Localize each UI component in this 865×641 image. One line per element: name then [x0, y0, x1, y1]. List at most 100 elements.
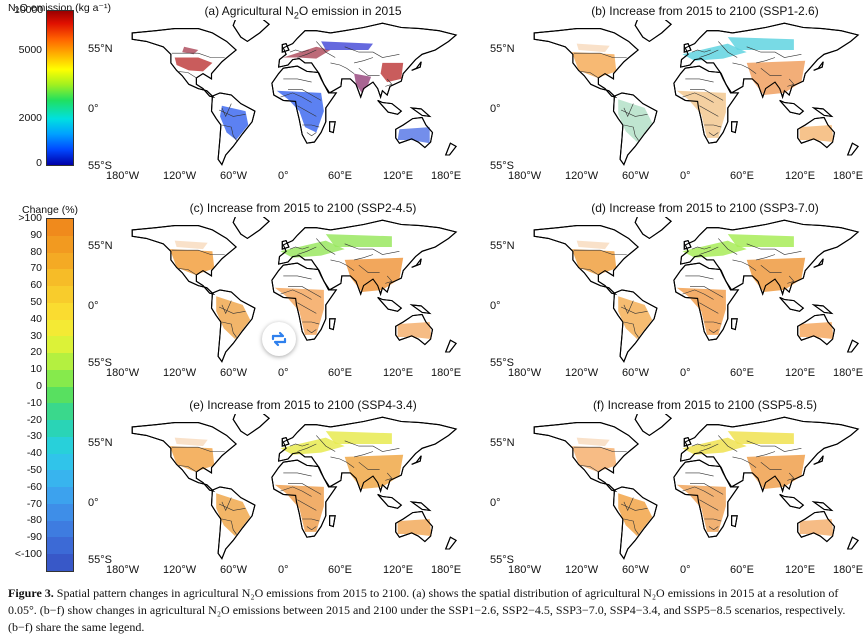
change-tick: 10 — [30, 363, 42, 376]
country-border — [297, 246, 317, 255]
change-colorbar — [46, 218, 74, 572]
change-tick: 60 — [30, 279, 42, 292]
coastline-nz — [444, 142, 457, 156]
data-region-india — [354, 73, 372, 93]
change-colorbar-segment — [47, 219, 73, 236]
country-border — [685, 275, 714, 280]
country-border — [623, 497, 634, 512]
country-border — [760, 461, 782, 471]
data-region-africa — [276, 90, 324, 133]
map-panel-b: (b) Increase from 2015 to 2100 (SSP1-2.6… — [490, 4, 863, 194]
panel-title-main: (d) Increase from 2015 to 2100 (SSP3-7.0… — [591, 201, 819, 215]
change-tick: -70 — [26, 497, 42, 510]
latitude-label: 0° — [490, 497, 501, 509]
country-border — [682, 486, 714, 497]
coastline-namerica — [131, 422, 237, 493]
country-border — [573, 52, 627, 58]
data-region-namerica — [169, 249, 215, 275]
coastline-indonesia — [779, 99, 805, 115]
longitude-label: 60°E — [328, 170, 352, 182]
longitude-label: 60°E — [328, 367, 352, 379]
longitude-label: 120°W — [163, 170, 197, 182]
longitude-label: 180°W — [106, 170, 140, 182]
coastline-indonesia — [377, 296, 403, 312]
country-border — [746, 440, 802, 452]
coastline-australia — [797, 313, 836, 346]
data-region-europe — [280, 437, 345, 455]
country-border — [682, 289, 714, 300]
country-border — [756, 57, 776, 64]
panel-title: (c) Increase from 2015 to 2100 (SSP2-4.5… — [88, 201, 488, 217]
country-border — [283, 275, 312, 280]
longitude-label: 120°W — [163, 367, 197, 379]
country-border — [288, 89, 322, 101]
country-border — [787, 275, 795, 284]
country-border — [704, 321, 722, 325]
map-panel-c: (c) Increase from 2015 to 2100 (SSP2-4.5… — [88, 201, 461, 391]
coastline-japan — [813, 455, 824, 465]
data-region-asia — [344, 257, 404, 292]
data-region-canada — [576, 43, 610, 53]
longitude-label: 180°E — [833, 564, 864, 576]
data-region-africa — [274, 287, 324, 335]
data-region-russia — [325, 431, 392, 444]
latitude-label: 55°N — [88, 240, 113, 252]
coastline-samerica — [612, 486, 658, 560]
change-colorbar-segment — [47, 470, 73, 487]
data-region-australia — [799, 519, 834, 537]
coastline-uk — [683, 436, 692, 447]
coastline-samerica — [612, 92, 658, 166]
world-map — [131, 20, 458, 166]
coastline-namerica — [533, 225, 639, 296]
country-border — [330, 259, 355, 271]
data-region-africa — [676, 287, 726, 335]
country-border — [354, 57, 374, 64]
change-colorbar-segment — [47, 436, 73, 454]
longitude-label: 60°E — [730, 367, 754, 379]
country-border — [691, 246, 711, 250]
country-border — [344, 440, 400, 452]
longitude-label: 180°W — [106, 564, 140, 576]
coastline-uk — [281, 42, 290, 53]
data-region-africa — [274, 484, 324, 532]
coastline-japan — [411, 61, 422, 71]
latitude-label: 55°N — [88, 437, 113, 449]
country-border — [699, 443, 719, 452]
country-border — [579, 268, 599, 276]
data-region-russia — [321, 41, 373, 50]
world-map — [131, 414, 458, 560]
country-border — [579, 71, 599, 79]
longitude-label: 60°E — [328, 564, 352, 576]
country-border — [691, 49, 711, 53]
country-border — [171, 446, 225, 452]
coastline-africa — [271, 459, 338, 538]
change-tick: 30 — [30, 329, 42, 342]
coastline-samerica — [210, 92, 256, 166]
panel-title: (e) Increase from 2015 to 2100 (SSP4-3.4… — [88, 398, 488, 414]
coastline-greenland — [232, 217, 270, 240]
coastline-nz — [846, 339, 859, 353]
country-border — [708, 526, 719, 531]
longitude-label: 120°W — [565, 367, 599, 379]
coastline-samerica — [210, 486, 256, 560]
longitude-label: 180°W — [508, 367, 542, 379]
change-tick: -50 — [26, 464, 42, 476]
country-border — [385, 78, 393, 87]
change-tick: -60 — [26, 480, 42, 493]
map-panel-d: (d) Increase from 2015 to 2100 (SSP3-7.0… — [490, 201, 863, 391]
coastline-madagascar — [731, 121, 738, 134]
change-colorbar-segment — [47, 252, 73, 270]
country-border — [302, 124, 320, 128]
change-colorbar-segment — [47, 319, 73, 337]
country-border — [289, 49, 309, 53]
panel-title: (b) Increase from 2015 to 2100 (SSP1-2.6… — [490, 4, 865, 20]
coastline-indonesia — [377, 99, 403, 115]
change-tick: -80 — [26, 514, 42, 527]
longitude-label: 120°E — [383, 170, 414, 182]
latitude-label: 55°S — [490, 160, 514, 172]
country-border — [699, 49, 719, 58]
data-region-samerica — [216, 493, 251, 537]
country-border — [306, 526, 317, 531]
refresh-icon[interactable] — [262, 322, 296, 356]
change-tick: -90 — [26, 531, 42, 544]
